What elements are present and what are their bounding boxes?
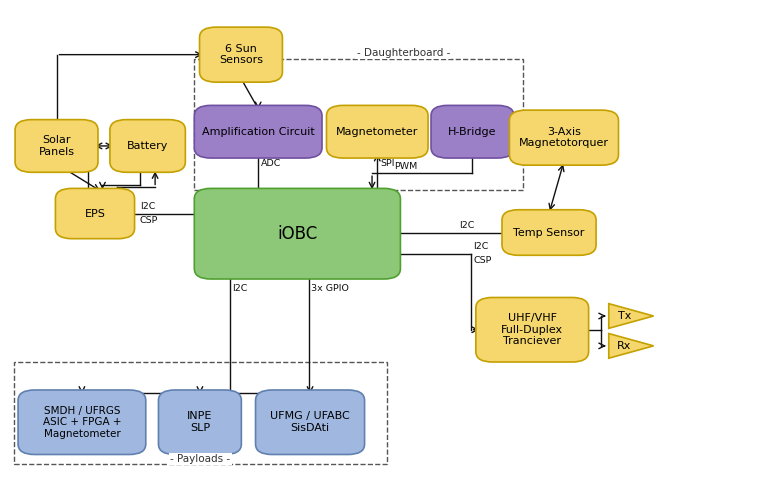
- Text: Rx: Rx: [617, 341, 632, 351]
- Text: 3-Axis
Magnetotorquer: 3-Axis Magnetotorquer: [519, 127, 609, 149]
- Text: ADC: ADC: [261, 159, 281, 168]
- Text: iOBC: iOBC: [277, 225, 318, 242]
- Text: CSP: CSP: [139, 216, 158, 225]
- Text: 6 Sun
Sensors: 6 Sun Sensors: [219, 44, 263, 65]
- FancyBboxPatch shape: [15, 120, 98, 172]
- Text: EPS: EPS: [85, 209, 105, 219]
- Text: INPE
SLP: INPE SLP: [187, 411, 213, 433]
- Text: Tx: Tx: [618, 311, 631, 321]
- Text: Battery: Battery: [127, 141, 168, 151]
- Text: H-Bridge: H-Bridge: [448, 127, 497, 136]
- Text: SMDH / UFRGS
ASIC + FPGA +
Magnetometer: SMDH / UFRGS ASIC + FPGA + Magnetometer: [43, 406, 121, 439]
- Text: UHF/VHF
Full-Duplex
Tranciever: UHF/VHF Full-Duplex Tranciever: [501, 313, 563, 347]
- FancyBboxPatch shape: [326, 106, 428, 158]
- FancyBboxPatch shape: [158, 390, 242, 454]
- Text: - Daughterboard -: - Daughterboard -: [357, 48, 450, 58]
- Text: I2C: I2C: [232, 284, 248, 293]
- Text: Amplification Circuit: Amplification Circuit: [202, 127, 315, 136]
- FancyBboxPatch shape: [194, 106, 322, 158]
- FancyBboxPatch shape: [18, 390, 146, 454]
- Polygon shape: [609, 303, 654, 328]
- Text: SPI: SPI: [380, 159, 395, 168]
- FancyBboxPatch shape: [56, 188, 135, 239]
- Text: UFMG / UFABC
SisDAti: UFMG / UFABC SisDAti: [271, 411, 350, 433]
- Text: Solar
Panels: Solar Panels: [39, 135, 75, 157]
- Text: Magnetometer: Magnetometer: [336, 127, 418, 136]
- Polygon shape: [609, 333, 654, 358]
- FancyBboxPatch shape: [431, 106, 514, 158]
- FancyBboxPatch shape: [255, 390, 364, 454]
- Text: Temp Sensor: Temp Sensor: [514, 227, 584, 238]
- Text: I2C: I2C: [459, 221, 475, 230]
- Text: CSP: CSP: [474, 256, 492, 265]
- Text: PWM: PWM: [394, 162, 418, 171]
- Text: I2C: I2C: [474, 242, 489, 251]
- FancyBboxPatch shape: [200, 27, 283, 82]
- FancyBboxPatch shape: [475, 298, 588, 362]
- FancyBboxPatch shape: [110, 120, 185, 172]
- Text: - Payloads -: - Payloads -: [170, 454, 230, 464]
- Text: I2C: I2C: [139, 202, 155, 211]
- FancyBboxPatch shape: [194, 188, 400, 279]
- FancyBboxPatch shape: [502, 210, 596, 255]
- Text: 3x GPIO: 3x GPIO: [311, 284, 349, 293]
- FancyBboxPatch shape: [510, 110, 619, 165]
